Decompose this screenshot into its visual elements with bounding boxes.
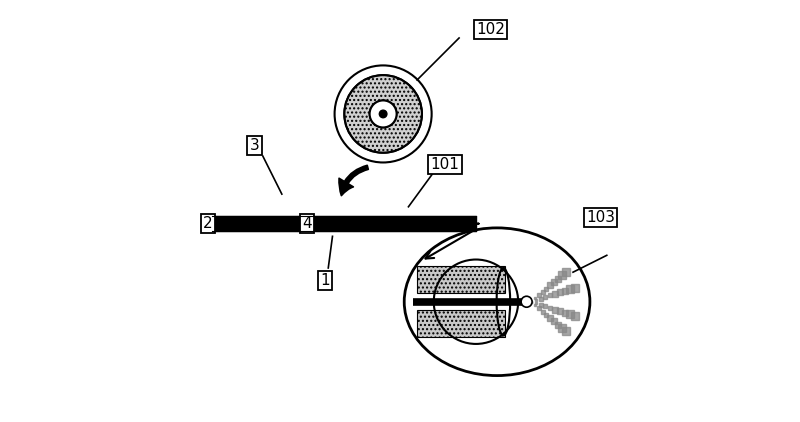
Text: 102: 102 — [476, 22, 505, 37]
FancyBboxPatch shape — [417, 266, 506, 293]
Text: 2: 2 — [203, 216, 213, 231]
Circle shape — [521, 296, 532, 307]
Text: 4: 4 — [302, 216, 312, 231]
Text: 1: 1 — [320, 273, 330, 288]
Text: 103: 103 — [586, 210, 615, 225]
Text: 3: 3 — [250, 138, 259, 153]
Circle shape — [379, 110, 387, 118]
Text: 101: 101 — [430, 157, 459, 172]
Circle shape — [370, 100, 397, 127]
FancyArrowPatch shape — [339, 165, 368, 196]
FancyBboxPatch shape — [417, 310, 506, 337]
